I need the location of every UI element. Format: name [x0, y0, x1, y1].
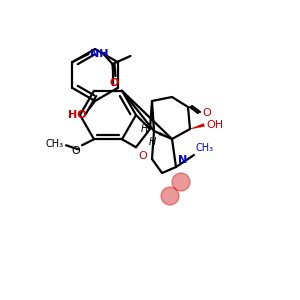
Text: O: O	[71, 146, 80, 156]
Text: N: N	[178, 155, 187, 165]
Text: NH: NH	[91, 49, 109, 59]
Polygon shape	[190, 124, 204, 129]
Text: O: O	[138, 151, 147, 161]
Text: HO: HO	[68, 110, 87, 120]
Circle shape	[162, 134, 163, 136]
Circle shape	[172, 173, 190, 191]
Text: O: O	[110, 78, 119, 88]
Text: OH: OH	[206, 120, 223, 130]
Circle shape	[161, 187, 179, 205]
Text: H: H	[148, 137, 156, 147]
Text: H: H	[141, 124, 148, 134]
Text: O: O	[202, 108, 211, 118]
Text: CH₃: CH₃	[196, 143, 214, 153]
Text: CH₃: CH₃	[46, 139, 64, 149]
Circle shape	[160, 133, 161, 135]
